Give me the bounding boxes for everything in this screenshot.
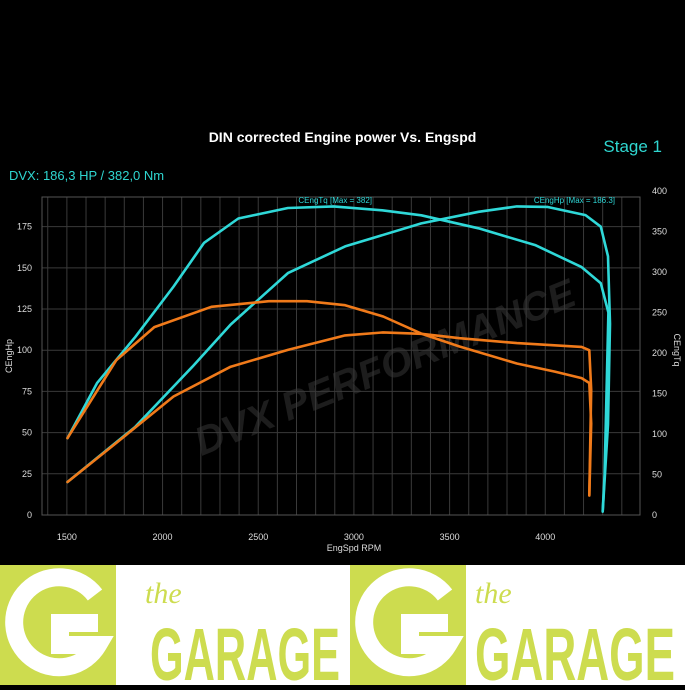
chart-title: DIN corrected Engine power Vs. Engspd (208, 129, 477, 145)
y-axis-label: CEngHp (4, 339, 14, 373)
stock-hp-line (66, 331, 593, 497)
y-tick-label: 75 (22, 386, 32, 396)
axis-ticks: 1500 2000 2500 3000 3500 40000255075100125150… (17, 186, 667, 542)
y2-tick-label: 150 (652, 389, 667, 399)
tuned-torque-line (66, 205, 610, 513)
y2-tick-label: 200 (652, 348, 667, 358)
y2-tick-label: 400 (652, 186, 667, 196)
tuned-hp-line (66, 205, 612, 513)
y-tick-label: 175 (17, 222, 32, 232)
x-tick-label: 4000 (535, 532, 555, 542)
svg-text:GARAGE: GARAGE (475, 613, 675, 685)
y-tick-label: 150 (17, 263, 32, 273)
y2-tick-label: 50 (652, 470, 662, 480)
x-tick-label: 3500 (440, 532, 460, 542)
dyno-chart: DVX PERFORMANCE 1500 2000 2500 3000 3500 4000… (0, 0, 685, 565)
y-tick-label: 100 (17, 345, 32, 355)
y2-tick-label: 350 (652, 227, 667, 237)
g-wrench-icon (355, 568, 464, 677)
torque-max-annotation: CEngTq [Max = 382] (298, 196, 372, 205)
y-tick-label: 0 (27, 510, 32, 520)
power-summary: DVX: 186,3 HP / 382,0 Nm (9, 168, 165, 183)
hp-max-annotation: CEngHp [Max = 186.3] (534, 196, 615, 205)
y2-tick-label: 0 (652, 510, 657, 520)
y-tick-label: 50 (22, 428, 32, 438)
g-wrench-icon (5, 568, 114, 677)
logo-banner: the GARAGE the GARAGE (0, 565, 685, 690)
svg-text:the: the (475, 577, 512, 610)
y2-tick-label: 300 (652, 267, 667, 277)
y2-tick-label: 250 (652, 308, 667, 318)
x-tick-label: 1500 (57, 532, 77, 542)
x-tick-label: 2000 (153, 532, 173, 542)
svg-text:the: the (145, 577, 182, 610)
garage-logo: the GARAGE (350, 565, 675, 690)
garage-logo: the GARAGE (0, 565, 340, 690)
x-tick-label: 3000 (344, 532, 364, 542)
plot-frame (41, 196, 641, 516)
x-tick-label: 2500 (248, 532, 268, 542)
y-tick-label: 25 (22, 469, 32, 479)
grid (41, 196, 641, 516)
y2-tick-label: 100 (652, 429, 667, 439)
y-tick-label: 125 (17, 304, 32, 314)
stock-torque-line (66, 299, 593, 497)
chart-background (0, 0, 685, 565)
x-axis-label: EngSpd RPM (327, 543, 382, 553)
series-lines (66, 205, 612, 513)
svg-text:GARAGE: GARAGE (150, 613, 340, 685)
y2-axis-label: CEngTq (672, 333, 682, 366)
stage-label: Stage 1 (603, 137, 662, 156)
